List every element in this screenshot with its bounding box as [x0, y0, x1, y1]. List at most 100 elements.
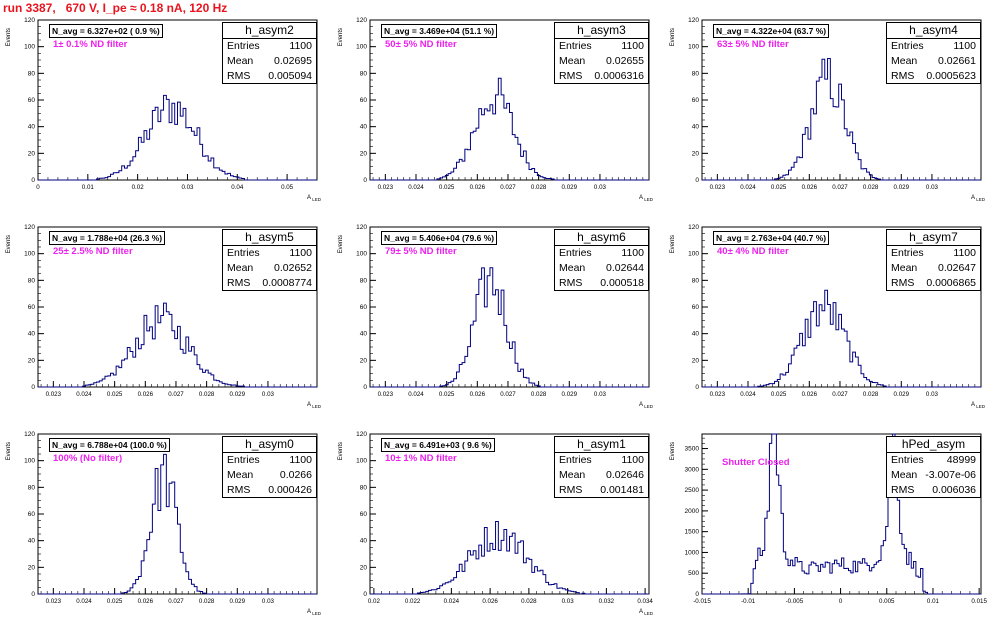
y-tick-label: 20: [692, 150, 700, 157]
stats-row-entries: Entries 1100: [555, 39, 648, 54]
x-tick-label: 0.027: [500, 391, 516, 398]
stats-label-mean: Mean: [227, 262, 254, 274]
stats-value-rms: 0.000518: [600, 277, 644, 289]
y-axis-title: Events: [6, 442, 12, 460]
stats-box-h_asym6: h_asym6 Entries 1100 Mean 0.02644 RMS 0.000518: [554, 229, 649, 291]
y-tick-label: 100: [688, 44, 699, 51]
x-tick-label: -0.005: [786, 598, 804, 605]
histogram-name: h_asym3: [555, 23, 648, 39]
stats-label-rms: RMS: [227, 70, 251, 82]
n-avg-label: N_avg = 4.322e+04 (63.7 %): [713, 24, 830, 38]
stats-row-mean: Mean 0.02646: [555, 468, 648, 483]
y-tick-label: 120: [688, 17, 699, 24]
y-tick-label: 40: [28, 538, 36, 545]
y-tick-label: 100: [356, 251, 367, 258]
filter-note: 40± 4% ND filter: [717, 246, 789, 257]
x-tick-label: 0.023: [378, 391, 394, 398]
stats-label-entries: Entries: [891, 454, 924, 466]
y-tick-label: 20: [28, 564, 36, 571]
filter-note: Shutter Closed: [722, 457, 790, 468]
x-tick-label: 0.024: [740, 184, 756, 191]
stats-value-entries: 1100: [289, 454, 312, 466]
x-tick-label: 0.029: [230, 391, 246, 398]
x-tick-label: 0.023: [46, 391, 62, 398]
stats-value-mean: 0.02655: [606, 55, 644, 67]
y-tick-label: 0: [363, 591, 367, 598]
stats-box-h_asym2: h_asym2 Entries 1100 Mean 0.02695 RMS 0.005094: [222, 22, 317, 84]
stats-label-rms: RMS: [891, 70, 915, 82]
y-tick-label: 0: [31, 177, 35, 184]
stats-row-rms: RMS 0.0006316: [555, 69, 648, 84]
x-tick-label: 0.028: [531, 391, 547, 398]
x-tick-label: 0.023: [710, 184, 726, 191]
x-tick-label: 0.027: [500, 184, 516, 191]
histogram-panel-h_asym7: 0 20 40 60 80 100 120 0.023 0.024 0.025 0.026 0.027…: [664, 207, 996, 414]
y-tick-label: 1000: [685, 549, 700, 556]
x-tick-label: 0.027: [832, 184, 848, 191]
x-tick-label: 0.024: [408, 391, 424, 398]
x-tick-label: 0.026: [482, 598, 498, 605]
x-tick-label: 0.026: [138, 391, 154, 398]
histogram-line-h_asym2: [38, 94, 317, 181]
y-tick-label: 120: [356, 17, 367, 24]
stats-value-rms: 0.0006865: [926, 277, 976, 289]
histogram-panel-h_asym5: 0 20 40 60 80 100 120 0.023 0.024 0.025 0.026 0.027…: [0, 207, 332, 414]
histogram-panel-h_asym4: 0 20 40 60 80 100 120 0.023 0.024 0.025 0.026 0.027…: [664, 0, 996, 207]
histogram-svg: 0 20 40 60 80 100 120 0.023 0.024 0.025 0.026 0.027…: [6, 431, 322, 616]
x-tick-label: 0.028: [199, 391, 215, 398]
histogram-line-h_asym5: [38, 302, 317, 388]
y-tick-label: 60: [360, 511, 368, 518]
x-tick-label: -0.01: [741, 598, 756, 605]
y-tick-label: 40: [28, 124, 36, 131]
histogram-line-h_asym1: [370, 520, 649, 595]
stats-value-rms: 0.0005623: [926, 70, 976, 82]
x-tick-label: 0.025: [439, 184, 455, 191]
y-tick-label: 40: [360, 331, 368, 338]
histogram-line-h_asym4: [702, 57, 981, 181]
x-tick-label: 0: [36, 184, 40, 191]
histogram-line-h_asym7: [702, 289, 981, 388]
x-tick-label: 0: [839, 598, 843, 605]
x-tick-label: 0.027: [832, 391, 848, 398]
y-tick-label: 80: [28, 70, 36, 77]
y-tick-label: 120: [688, 224, 699, 231]
stats-row-entries: Entries 1100: [223, 453, 316, 468]
stats-label-rms: RMS: [559, 277, 583, 289]
x-tick-label: 0.028: [863, 184, 879, 191]
stats-row-mean: Mean 0.02655: [555, 54, 648, 69]
stats-value-rms: 0.006036: [932, 484, 976, 496]
stats-row-rms: RMS 0.000518: [555, 276, 648, 291]
filter-note: 25± 2.5% ND filter: [53, 246, 133, 257]
x-tick-label: 0.05: [281, 184, 294, 191]
x-tick-label: 0.01: [82, 184, 95, 191]
y-axis-title: Events: [338, 442, 344, 460]
x-tick-label: 0.029: [562, 184, 578, 191]
histogram-panel-h_asym0: 0 20 40 60 80 100 120 0.023 0.024 0.025 0.026 0.027…: [0, 414, 332, 621]
n-avg-label: N_avg = 3.469e+04 (51.1 %): [381, 24, 498, 38]
histogram-svg: 0 500 1000 1500 2000 2500 3000 3500 -0.015 -0.01 -…: [670, 433, 987, 605]
x-tick-label: 0.029: [894, 184, 910, 191]
stats-label-entries: Entries: [559, 454, 592, 466]
x-axis-title: A LED: [639, 609, 654, 616]
stats-row-mean: Mean -3.007e-06: [887, 468, 980, 483]
x-tick-label: 0.04: [231, 184, 244, 191]
x-tick-label: 0.025: [771, 184, 787, 191]
y-tick-label: 60: [28, 511, 36, 518]
n-avg-label: N_avg = 2.763e+04 (40.7 %): [713, 231, 830, 245]
stats-row-mean: Mean 0.02647: [887, 261, 980, 276]
histogram-panel-h_asym2: 0 20 40 60 80 100 120 0 0.01 0.02 0.03 0.04 0.05 Even…: [0, 0, 332, 207]
y-axis-title: Events: [338, 28, 344, 46]
y-tick-label: 60: [360, 97, 368, 104]
histogram-svg: 0 20 40 60 80 100 120 0.02 0.022 0.024 0.026 0.028 0…: [338, 431, 654, 616]
x-axis-title: A LED: [639, 402, 654, 409]
x-tick-label: 0.024: [76, 598, 92, 605]
x-tick-label: 0.022: [405, 598, 421, 605]
x-tick-label: 0.02: [132, 184, 145, 191]
histogram-svg: 0 20 40 60 80 100 120 0.023 0.024 0.025 0.026 0.027…: [6, 224, 322, 409]
stats-label-mean: Mean: [559, 262, 586, 274]
stats-row-rms: RMS 0.001481: [555, 483, 648, 498]
stats-box-h_asym0: h_asym0 Entries 1100 Mean 0.0266 RMS 0.000426: [222, 436, 317, 498]
filter-note: 10± 1% ND filter: [385, 453, 457, 464]
y-tick-label: 100: [24, 44, 35, 51]
x-tick-label: 0.028: [521, 598, 537, 605]
